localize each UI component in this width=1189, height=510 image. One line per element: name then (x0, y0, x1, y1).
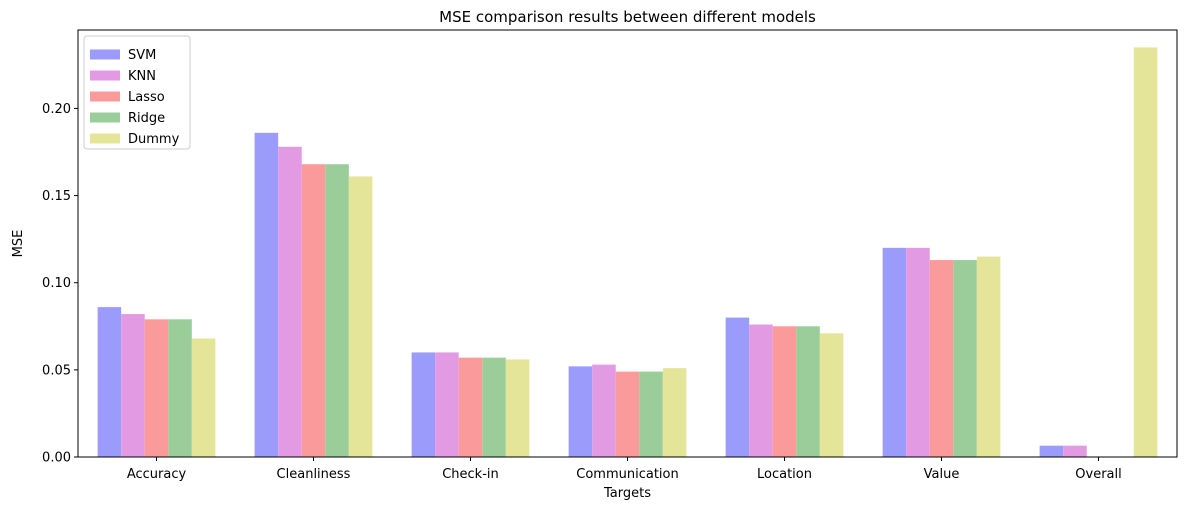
x-tick-label: Cleanliness (277, 467, 351, 482)
x-tick-label: Location (757, 467, 812, 482)
bar (796, 326, 820, 457)
x-tick-label: Check-in (442, 467, 499, 482)
series-svm (97, 132, 1064, 458)
y-tick-label: 0.05 (42, 363, 71, 378)
plot-area: 0.00 0.05 0.10 0.15 0.20 Accuracy Cleanliness C… (42, 29, 1178, 482)
bar (254, 132, 279, 458)
y-tick-label: 0.20 (42, 102, 71, 117)
x-tick-label: Accuracy (127, 467, 187, 482)
chart-title: MSE comparison results between different… (439, 8, 816, 26)
bar (639, 371, 663, 457)
bar (348, 176, 373, 457)
bar (144, 319, 169, 457)
legend-label: Ridge (128, 111, 165, 126)
bar (592, 364, 616, 457)
legend-swatch (90, 91, 120, 102)
x-tick-label: Overall (1075, 467, 1121, 482)
bar (976, 256, 1001, 457)
y-tick-label: 0.00 (42, 451, 71, 466)
series-knn (121, 146, 1087, 457)
bar (278, 146, 302, 457)
series-dummy (191, 47, 1158, 458)
legend-swatch (90, 112, 120, 123)
legend-label: KNN (128, 69, 156, 84)
legend-label: Dummy (128, 132, 180, 147)
bar (411, 352, 436, 457)
x-tick-label: Value (924, 467, 960, 482)
legend-swatch (90, 133, 120, 144)
bar (882, 247, 907, 457)
bar (482, 357, 506, 457)
bar (505, 359, 530, 457)
bar (1039, 445, 1064, 457)
bar (953, 260, 977, 457)
bar (191, 338, 216, 457)
bar (906, 247, 930, 457)
series-ridge (168, 164, 977, 457)
bar (97, 307, 122, 457)
y-tick-label: 0.10 (42, 276, 71, 291)
series-lasso (144, 164, 954, 457)
legend-swatch (90, 70, 120, 81)
bar (615, 371, 640, 457)
bar (168, 319, 192, 457)
legend: SVM KNN Lasso Ridge Dummy (83, 35, 191, 150)
bar (121, 314, 145, 457)
x-axis-label: Targets (603, 486, 651, 501)
bar (819, 333, 844, 457)
bar (435, 352, 459, 457)
bar (929, 260, 954, 457)
legend-swatch (90, 49, 120, 60)
y-tick-label: 0.15 (42, 189, 71, 204)
bar (568, 366, 593, 457)
legend-label: Lasso (128, 90, 165, 105)
bar (1133, 47, 1158, 458)
x-tick-label: Communication (576, 467, 678, 482)
bar (1063, 445, 1087, 457)
bar (325, 164, 349, 457)
bar (458, 357, 483, 457)
bar (772, 326, 797, 457)
bar (725, 317, 750, 457)
y-axis-label: MSE (11, 230, 26, 258)
bar (301, 164, 326, 457)
bar (749, 324, 773, 457)
legend-label: SVM (128, 48, 156, 63)
bar (662, 368, 687, 457)
